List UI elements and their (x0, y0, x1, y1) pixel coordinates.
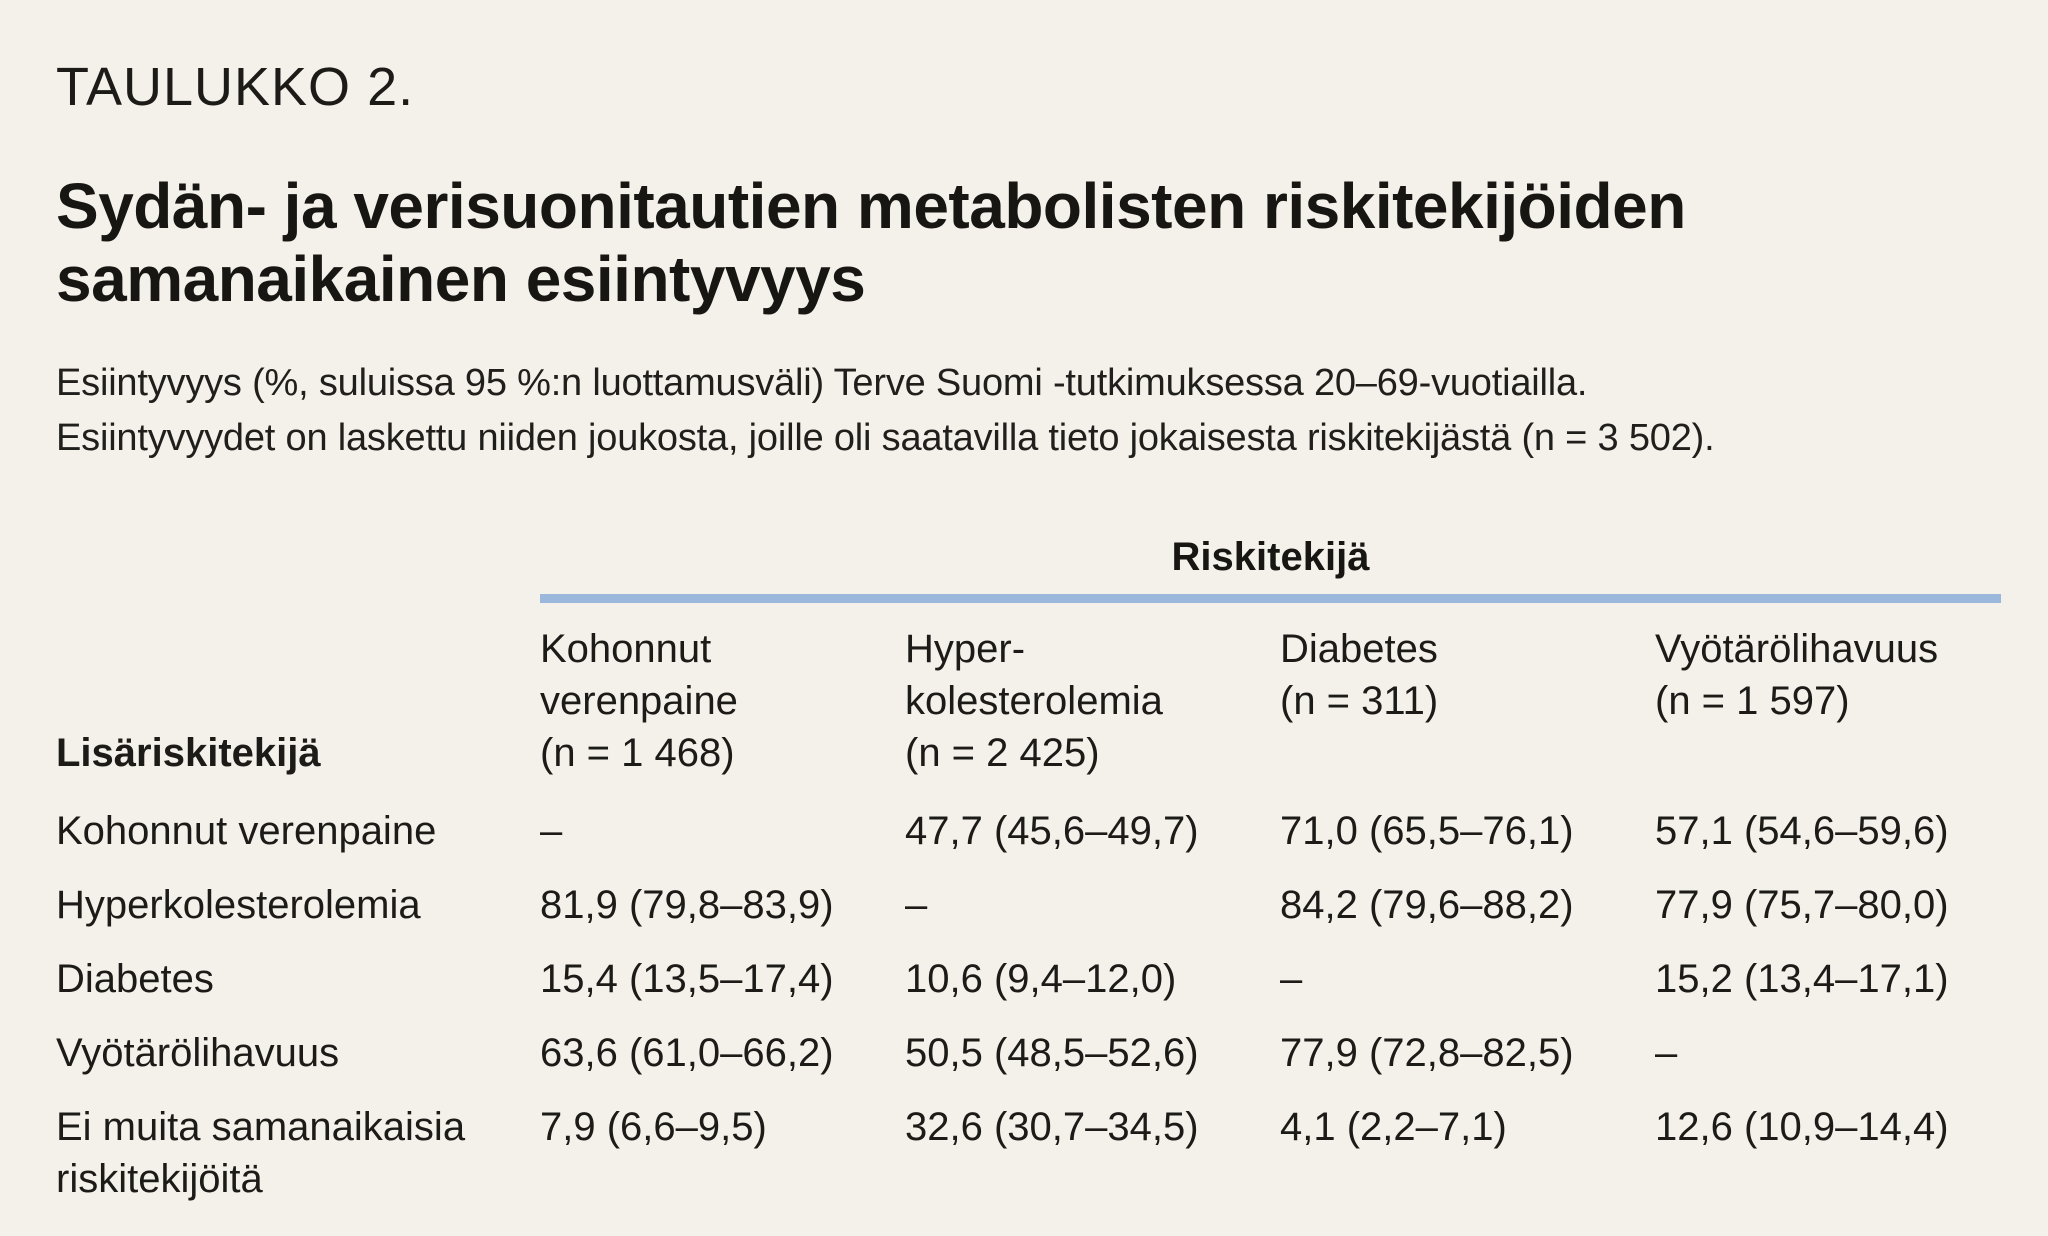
data-cell: 4,1 (2,2–7,1) (1280, 1105, 1507, 1150)
data-cell: 12,6 (10,9–14,4) (1655, 1105, 1949, 1150)
data-cell: 71,0 (65,5–76,1) (1280, 809, 1574, 854)
data-cell: 15,2 (13,4–17,1) (1655, 957, 1949, 1002)
column-header-n: (n = 311) (1280, 679, 1439, 724)
table-figure: TAULUKKO 2. Sydän- ja verisuonitautien m… (56, 57, 2001, 1205)
column-header-line: Diabetes (1280, 627, 1438, 672)
row-header-label: Lisäriskitekijä (56, 731, 321, 776)
column-header-line: Kohonnut (540, 627, 712, 672)
data-cell: 57,1 (54,6–59,6) (1655, 809, 1949, 854)
data-cell: 47,7 (45,6–49,7) (905, 809, 1199, 854)
group-header-row: Riskitekijä (56, 534, 2001, 580)
page-title-line-1: Sydän- ja verisuonitautien metabolisten … (56, 170, 1686, 243)
table-row-hyperkolesterolemia: Hyperkolesterolemia 81,9 (79,8–83,9) – 8… (56, 879, 2001, 931)
table-row-kohonnut-verenpaine: Kohonnut verenpaine – 47,7 (45,6–49,7) 7… (56, 805, 2001, 857)
table-row-diabetes: Diabetes 15,4 (13,5–17,4) 10,6 (9,4–12,0… (56, 953, 2001, 1005)
table-kicker: TAULUKKO 2. (56, 57, 415, 117)
column-header-n: (n = 1 468) (540, 731, 735, 776)
row-header-cell: Lisäriskitekijä (56, 623, 540, 779)
data-cell: 7,9 (6,6–9,5) (540, 1105, 767, 1150)
data-cell: 77,9 (75,7–80,0) (1655, 883, 1949, 928)
column-header-line: Hyper- (905, 627, 1026, 672)
data-cell: 84,2 (79,6–88,2) (1280, 883, 1574, 928)
data-cell: 81,9 (79,8–83,9) (540, 883, 834, 928)
data-cell: – (1655, 1031, 1678, 1076)
table-row-ei-muita-riskitekijoita: Ei muita samanaikaisia riskitekijöitä 7,… (56, 1101, 2001, 1205)
table-subtitle-line-1: Esiintyvyys (%, suluissa 95 %:n luottamu… (56, 362, 1588, 405)
row-label: Diabetes (56, 957, 214, 1002)
page-title: Sydän- ja verisuonitautien metabolisten … (56, 170, 2001, 316)
row-label: Vyötärölihavuus (56, 1031, 340, 1076)
data-cell: – (540, 809, 563, 854)
data-cell: 77,9 (72,8–82,5) (1280, 1031, 1574, 1076)
data-cell: – (1280, 957, 1303, 1002)
page-title-line-2: samanaikainen esiintyvyys (56, 243, 866, 316)
column-header-line: verenpaine (540, 679, 738, 724)
row-label: Hyperkolesterolemia (56, 883, 421, 928)
row-label: Ei muita samanaikaisia riskitekijöitä (56, 1105, 466, 1202)
column-header-n: (n = 2 425) (905, 731, 1100, 776)
table-header-row: Lisäriskitekijä Kohonnut verenpaine (n =… (56, 603, 2001, 779)
table-subtitle-line-2: Esiintyvyydet on laskettu niiden joukost… (56, 417, 1715, 460)
data-cell: 15,4 (13,5–17,4) (540, 957, 834, 1002)
row-label: Kohonnut verenpaine (56, 809, 437, 854)
column-header-line: kolesterolemia (905, 679, 1163, 724)
data-cell: 63,6 (61,0–66,2) (540, 1031, 834, 1076)
data-cell: 32,6 (30,7–34,5) (905, 1105, 1199, 1150)
risk-factor-group-header: Riskitekijä (1171, 535, 1370, 580)
data-cell: 50,5 (48,5–52,6) (905, 1031, 1199, 1076)
column-header-diabetes: Diabetes (n = 311) (1280, 623, 1655, 727)
data-cell: – (905, 883, 928, 928)
table-row-vyotarolihavuus: Vyötärölihavuus 63,6 (61,0–66,2) 50,5 (4… (56, 1027, 2001, 1079)
column-header-n: (n = 1 597) (1655, 679, 1850, 724)
table-subtitle: Esiintyvyys (%, suluissa 95 %:n luottamu… (56, 356, 2001, 466)
column-header-vyotarolihavuus: Vyötärölihavuus (n = 1 597) (1655, 623, 2001, 727)
column-header-line: Vyötärölihavuus (1655, 627, 1939, 672)
column-header-kohonnut-verenpaine: Kohonnut verenpaine (n = 1 468) (540, 623, 905, 779)
column-header-hyperkolesterolemia: Hyper- kolesterolemia (n = 2 425) (905, 623, 1280, 779)
data-cell: 10,6 (9,4–12,0) (905, 957, 1177, 1002)
rule-row (56, 594, 2001, 604)
blue-rule-divider (540, 594, 2001, 604)
